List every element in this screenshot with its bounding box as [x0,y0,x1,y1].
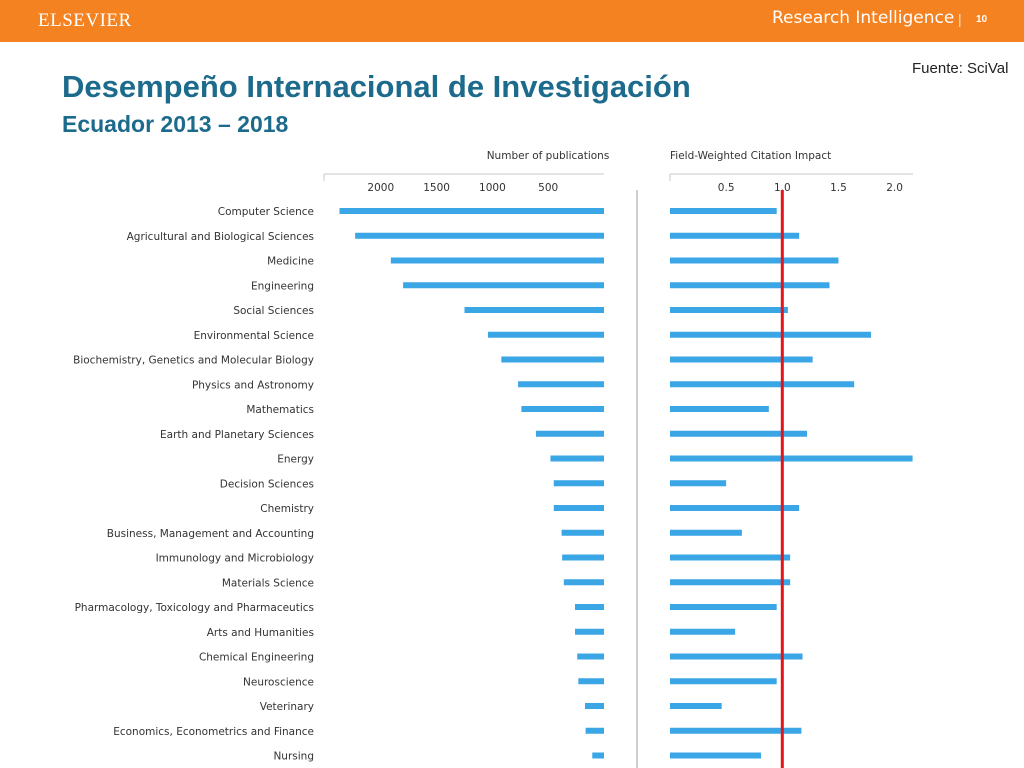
category-label: Social Sciences [233,305,314,317]
publications-bar [574,604,604,610]
publications-bar [390,257,604,264]
publications-panel-title: Number of publications [487,150,610,162]
fwci-bar [670,554,791,561]
fwci-bar [670,653,803,660]
publications-bar [574,628,604,635]
publications-tick-label: 500 [538,182,558,194]
page-number: 10 [976,14,988,25]
publications-bar [535,430,604,437]
publications-bar [578,678,604,685]
category-label: Energy [277,454,314,466]
publications-tick-label: 2000 [367,182,394,194]
elsevier-logo: ELSEVIER [38,10,132,31]
fwci-bar [670,381,855,388]
publications-tick-label: 1000 [479,182,506,194]
category-label: Earth and Planetary Sciences [160,429,314,441]
category-label: Materials Science [222,577,314,589]
category-label: Economics, Econometrics and Finance [113,726,314,738]
category-label: Engineering [251,280,314,292]
fwci-bar [670,628,736,635]
source-note: Fuente: SciVal [912,60,1009,77]
publications-bar [585,727,604,734]
publications-bar [562,554,604,561]
publications-bar [561,529,604,536]
fwci-bar [670,257,839,264]
fwci-bar [670,752,761,759]
fwci-bar [670,232,800,239]
category-label: Medicine [267,256,314,268]
research-intelligence-label: Research Intelligence [772,8,955,28]
publications-bar [585,703,604,709]
header-separator: | [958,11,962,27]
category-label: Pharmacology, Toxicology and Pharmaceuti… [75,602,314,614]
fwci-bar [670,727,802,734]
category-label: Neuroscience [243,676,314,688]
publications-bar [464,307,604,313]
category-label: Mathematics [246,404,314,416]
publications-bar [592,752,604,759]
fwci-bar [670,282,830,289]
fwci-bar [670,604,777,610]
category-label: Decision Sciences [220,478,314,490]
fwci-bar [670,455,913,462]
fwci-tick-label: 1.5 [830,182,847,194]
category-label: Physics and Astronomy [192,379,314,391]
publications-bar [553,480,604,487]
category-label: Environmental Science [194,330,314,342]
fwci-bar [670,331,872,338]
fwci-bar [670,406,769,412]
publications-bar [563,579,604,586]
fwci-tick-label: 1.0 [774,182,791,194]
fwci-bar [670,430,808,437]
publications-tick-label: 1500 [423,182,450,194]
fwci-bar [670,356,813,363]
category-label: Arts and Humanities [207,627,314,639]
fwci-bar [670,703,722,709]
publications-bar [553,505,604,511]
publications-bar [339,208,604,214]
publications-bar [521,406,604,412]
publications-bar [501,356,604,363]
fwci-tick-label: 0.5 [718,182,735,194]
header-bar: ELSEVIER Research Intelligence | 10 [0,0,1024,42]
category-label: Computer Science [218,206,314,218]
category-label: Biochemistry, Genetics and Molecular Bio… [73,355,314,367]
page-subtitle: Ecuador 2013 – 2018 [62,111,289,137]
fwci-bar [670,480,727,487]
category-label: Nursing [273,751,314,763]
publications-bar [487,331,604,338]
page-title: Desempeño Internacional de Investigación [62,69,691,104]
publications-bar [355,232,604,239]
publications-bar [518,381,604,388]
fwci-bar [670,579,791,586]
category-label: Business, Management and Accounting [107,528,314,540]
fwci-bar [670,505,800,511]
publications-bar [550,455,604,462]
category-label: Chemistry [260,503,314,515]
publications-bar [577,653,604,660]
fwci-panel-title: Field-Weighted Citation Impact [670,150,831,162]
category-label: Chemical Engineering [199,652,314,664]
fwci-bar [670,307,788,313]
fwci-tick-label: 2.0 [886,182,903,194]
category-label: Agricultural and Biological Sciences [127,231,314,243]
category-label: Veterinary [260,701,314,713]
fwci-bar [670,678,777,685]
publications-bar [403,282,604,289]
fwci-bar [670,208,777,214]
fwci-bar [670,529,742,536]
category-label: Immunology and Microbiology [156,553,314,565]
